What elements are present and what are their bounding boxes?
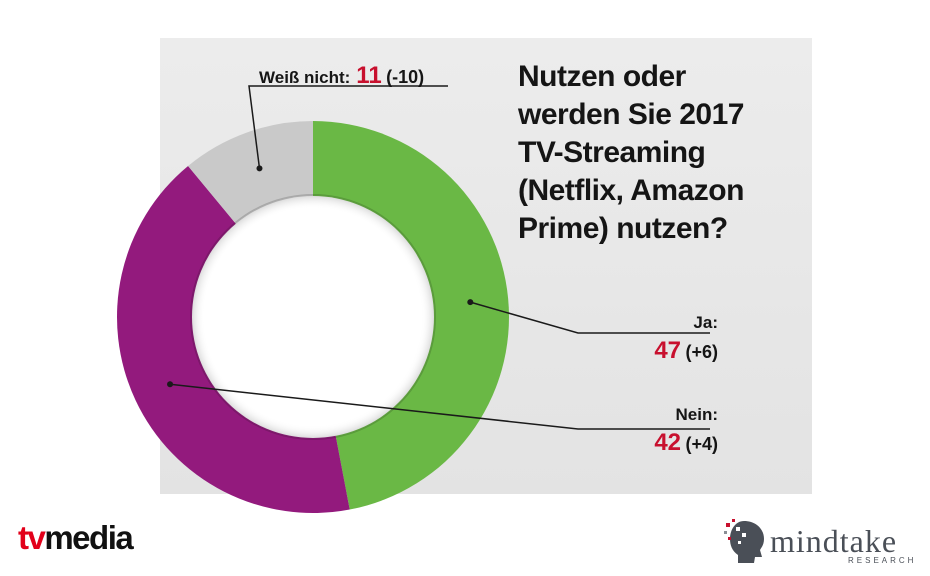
slice-label-change: (+4) — [685, 434, 718, 454]
head-profile-icon — [724, 519, 764, 563]
slice-label-change: (+6) — [685, 342, 718, 362]
title-line: TV-Streaming — [518, 136, 706, 169]
title-line: werden Sie 2017 — [518, 98, 744, 131]
chart-title: Nutzen oder werden Sie 2017 TV-Streaming… — [518, 58, 808, 248]
data-label-nein: Nein: 42 (+4) — [654, 405, 718, 457]
data-label-weiss-nicht: Weiß nicht: 11 (-10) — [259, 62, 424, 90]
title-line: Nutzen oder — [518, 60, 686, 93]
leader-line-nein — [169, 383, 710, 430]
slice-label-name: Ja: — [693, 313, 718, 332]
mindtake-wordmark: mindtake — [770, 523, 898, 559]
slice-label-value: 42 — [654, 429, 682, 456]
slice-label-name: Weiß nicht: — [259, 68, 351, 87]
tv-media-logo: tvmedia — [18, 519, 134, 556]
leader-line-weiss-nicht — [248, 85, 448, 169]
mindtake-logo: mindtake RESEARCH — [724, 517, 920, 567]
leader-line-ja-dot — [467, 299, 474, 306]
slice-label-name: Nein: — [675, 405, 719, 424]
slice-label-value: 47 — [654, 337, 682, 364]
title-line: Prime) nutzen? — [518, 212, 728, 245]
slice-label-value: 11 — [356, 62, 382, 89]
data-label-ja: Ja: 47 (+6) — [654, 313, 718, 365]
leader-line-nein-dot — [167, 381, 174, 388]
leader-line-ja — [470, 301, 710, 334]
mindtake-subtitle: RESEARCH — [848, 556, 917, 565]
leader-line-weiss-nicht-dot — [256, 165, 263, 172]
title-line: (Netflix, Amazon — [518, 174, 744, 207]
slice-label-change: (-10) — [386, 67, 425, 87]
